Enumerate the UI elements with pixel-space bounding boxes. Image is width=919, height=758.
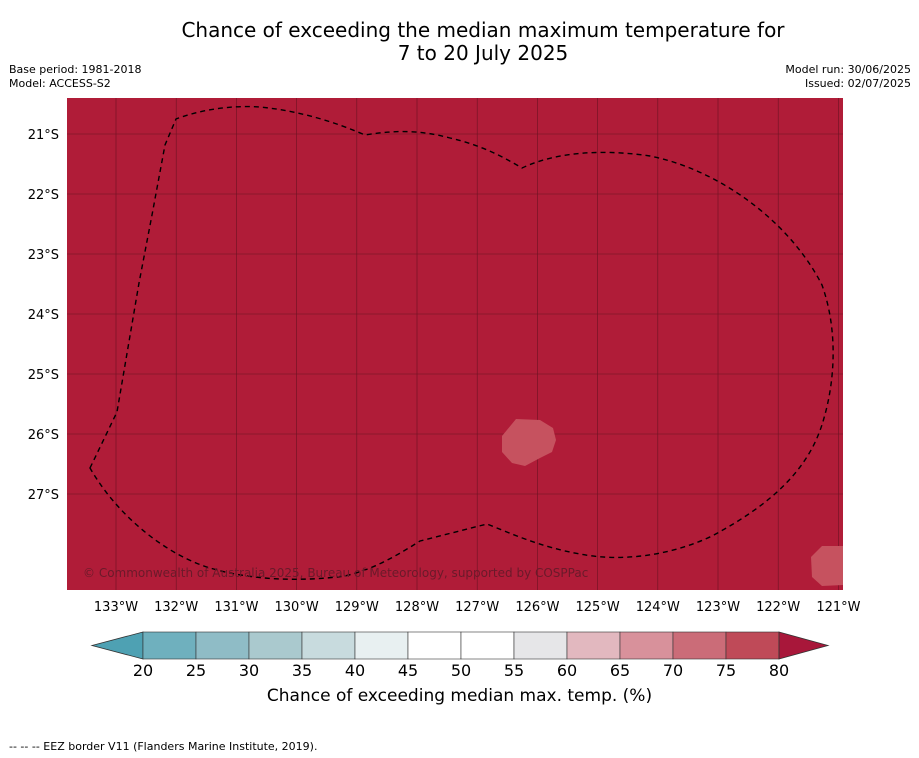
lat-tick-label: 27°S <box>28 488 59 503</box>
base-period: Base period: 1981-2018 <box>9 63 142 76</box>
lon-tick-label: 125°W <box>576 600 620 615</box>
colorbar-over-arrow <box>778 631 830 660</box>
lon-tick-label: 121°W <box>816 600 860 615</box>
colorbar-tick-label: 60 <box>557 661 577 680</box>
eez-border <box>89 105 834 580</box>
probability-patch <box>811 546 843 586</box>
lon-tick-label: 127°W <box>455 600 499 615</box>
meta-right: Model run: 30/06/2025 Issued: 02/07/2025 <box>785 63 911 91</box>
colorbar-tick-label: 80 <box>769 661 789 680</box>
colorbar-tick-label: 45 <box>398 661 418 680</box>
lon-tick-label: 129°W <box>335 600 379 615</box>
lon-tick-label: 128°W <box>395 600 439 615</box>
lon-tick-label: 122°W <box>756 600 800 615</box>
probability-patch <box>502 419 556 466</box>
map-background <box>67 98 843 590</box>
colorbar-tick-label: 65 <box>610 661 630 680</box>
longitude-labels: 133°W 132°W 131°W 130°W 129°W 128°W 127°W 126°W… <box>94 600 861 615</box>
footer-note: -- -- -- EEZ border V11 (Flanders Marine… <box>9 740 318 753</box>
colorbar-segment <box>619 631 674 660</box>
colorbar-tick-label: 20 <box>133 661 153 680</box>
colorbar-segment <box>195 631 250 660</box>
colorbar-tick-label: 40 <box>345 661 365 680</box>
meta-left: Base period: 1981-2018 Model: ACCESS-S2 <box>9 63 141 91</box>
colorbar-tick-label: 30 <box>239 661 259 680</box>
colorbar-segment <box>142 631 197 660</box>
lat-tick-label: 23°S <box>28 248 59 263</box>
latitude-labels: 21°S 22°S 23°S 24°S 25°S 26°S 27°S <box>28 128 59 503</box>
lon-tick-label: 131°W <box>214 600 258 615</box>
lat-tick-label: 25°S <box>28 368 59 383</box>
colorbar-tick-label: 75 <box>716 661 736 680</box>
colorbar-segment <box>513 631 568 660</box>
colorbar-tick-label: 35 <box>292 661 312 680</box>
colorbar-tick-label: 50 <box>451 661 471 680</box>
map-title-line1: Chance of exceeding the median maximum t… <box>181 18 785 42</box>
colorbar-tick-label: 55 <box>504 661 524 680</box>
colorbar-tick-label: 70 <box>663 661 683 680</box>
colorbar-tick-label: 25 <box>186 661 206 680</box>
colorbar-segment <box>725 631 780 660</box>
colorbar-segment <box>566 631 621 660</box>
lat-tick-label: 26°S <box>28 428 59 443</box>
lon-tick-label: 126°W <box>515 600 559 615</box>
colorbar-label: Chance of exceeding median max. temp. (%… <box>266 686 653 706</box>
colorbar-segment <box>248 631 303 660</box>
colorbar-segment <box>460 631 515 660</box>
lon-tick-label: 133°W <box>94 600 138 615</box>
colorbar-segment <box>407 631 462 660</box>
lat-tick-label: 22°S <box>28 188 59 203</box>
lon-tick-label: 123°W <box>696 600 740 615</box>
colorbar: 20 25 30 35 40 45 50 55 60 65 70 75 80 <box>90 631 830 680</box>
model-run: Model run: 30/06/2025 <box>785 63 911 76</box>
issued-date: Issued: 02/07/2025 <box>804 77 911 90</box>
lon-tick-label: 132°W <box>154 600 198 615</box>
lat-tick-label: 21°S <box>28 128 59 143</box>
map-title-line2: 7 to 20 July 2025 <box>397 41 569 65</box>
colorbar-segment <box>672 631 727 660</box>
lon-tick-label: 124°W <box>636 600 680 615</box>
colorbar-under-arrow <box>90 631 144 660</box>
copyright-text: © Commonwealth of Australia 2025, Bureau… <box>83 566 588 580</box>
model-name: Model: ACCESS-S2 <box>9 77 111 90</box>
lon-tick-label: 130°W <box>275 600 319 615</box>
colorbar-segment <box>354 631 409 660</box>
lat-tick-label: 24°S <box>28 308 59 323</box>
map-gridlines <box>67 98 843 590</box>
colorbar-segment <box>301 631 356 660</box>
